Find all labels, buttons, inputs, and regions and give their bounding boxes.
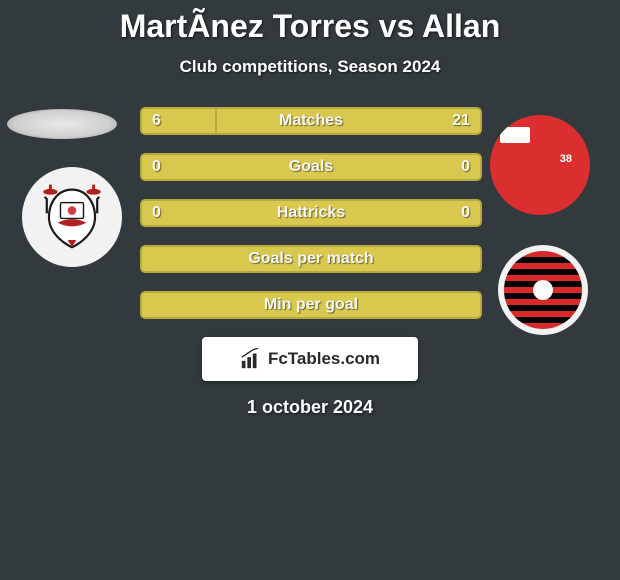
player-left-avatar bbox=[7, 109, 117, 139]
player-right-avatar bbox=[490, 115, 590, 215]
stat-label: Min per goal bbox=[140, 291, 482, 319]
stat-row-goals: 0 Goals 0 bbox=[140, 153, 482, 181]
brand-box[interactable]: FcTables.com bbox=[202, 337, 418, 381]
club-crest-left bbox=[22, 167, 122, 267]
stat-row-matches: 6 Matches 21 bbox=[140, 107, 482, 135]
page-title: MartÃ­nez Torres vs Allan bbox=[0, 0, 620, 45]
bar-chart-icon bbox=[240, 348, 262, 370]
stat-right-value: 21 bbox=[452, 107, 470, 135]
stat-label: Matches bbox=[140, 107, 482, 135]
stat-right-value: 0 bbox=[461, 153, 470, 181]
stat-row-hattricks: 0 Hattricks 0 bbox=[140, 199, 482, 227]
stat-label: Hattricks bbox=[140, 199, 482, 227]
stat-row-goals-per-match: Goals per match bbox=[140, 245, 482, 273]
stat-label: Goals per match bbox=[140, 245, 482, 273]
club-crest-right bbox=[498, 245, 588, 335]
stat-row-min-per-goal: Min per goal bbox=[140, 291, 482, 319]
stat-label: Goals bbox=[140, 153, 482, 181]
subtitle: Club competitions, Season 2024 bbox=[0, 57, 620, 77]
brand-text: FcTables.com bbox=[268, 349, 380, 369]
date-text: 1 october 2024 bbox=[0, 397, 620, 418]
corinthians-crest-icon bbox=[36, 181, 108, 253]
comparison-content: 6 Matches 21 0 Goals 0 0 Hattricks 0 Goa… bbox=[0, 107, 620, 418]
stat-bars: 6 Matches 21 0 Goals 0 0 Hattricks 0 Goa… bbox=[140, 107, 482, 319]
stat-right-value: 0 bbox=[461, 199, 470, 227]
flamengo-crest-icon bbox=[504, 251, 582, 329]
